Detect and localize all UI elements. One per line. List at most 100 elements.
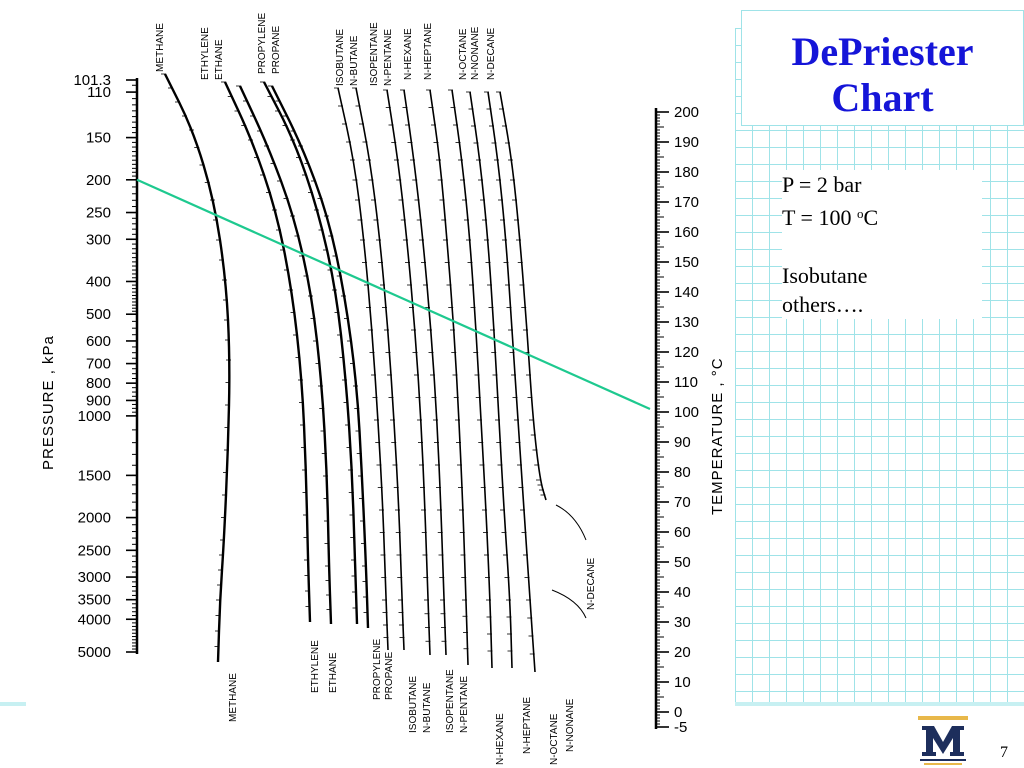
temperature-tick-label: 110 xyxy=(674,374,698,391)
component-label-bottom: ISOBUTANE xyxy=(408,676,419,733)
component-label-top: N-OCTANE xyxy=(458,28,469,80)
pressure-tick-label: 600 xyxy=(86,333,111,350)
temperature-tick-label: 190 xyxy=(674,134,699,151)
component-label-bottom: ETHANE xyxy=(328,652,339,693)
component-label-top: PROPYLENE xyxy=(257,13,268,74)
title-box: DePriester Chart xyxy=(741,10,1024,126)
pressure-tick-label: 4000 xyxy=(78,611,111,628)
decane-leader-line xyxy=(551,589,587,619)
pressure-tick-label: 400 xyxy=(86,273,111,290)
temperature-tick-label: 80 xyxy=(674,464,691,481)
temperature-tick-label: 140 xyxy=(674,284,699,301)
pressure-tick-label: 800 xyxy=(86,375,111,392)
k-value-curve xyxy=(223,81,312,623)
decane-leader-line xyxy=(555,504,587,541)
k-value-curve xyxy=(451,89,493,669)
pressure-tick-label: 200 xyxy=(86,172,111,189)
conditions-notes: P = 2 bar T = 100 oC Isobutane others…. xyxy=(782,170,982,319)
component-note: Isobutane xyxy=(782,263,868,288)
component-label-bottom: N-PENTANE xyxy=(459,676,470,733)
temperature-tick-label: 160 xyxy=(674,224,699,241)
pressure-tick-label: 101.3 xyxy=(73,72,111,89)
temperature-tick-label: -5 xyxy=(674,719,687,736)
k-value-curve xyxy=(403,89,447,656)
pressure-tick-label: 900 xyxy=(86,392,111,409)
pressure-tick-label: 500 xyxy=(86,306,111,323)
k-value-curve xyxy=(262,81,359,625)
operating-line xyxy=(136,178,651,411)
temperature-tick-label: 0 xyxy=(674,704,682,721)
temperature-tick-label: 100 xyxy=(674,404,699,421)
temperature-tick-label: 70 xyxy=(674,494,691,511)
component-label-bottom: N-OCTANE xyxy=(549,713,560,765)
temperature-tick-label: 170 xyxy=(674,194,699,211)
temperature-tick-label: 200 xyxy=(674,104,699,121)
background-grid xyxy=(735,28,1024,703)
k-value-curve xyxy=(386,89,431,656)
component-label-top: ETHYLENE xyxy=(200,27,211,80)
component-label-bottom: METHANE xyxy=(228,673,239,722)
component-label-top: ISOBUTANE xyxy=(335,29,346,86)
temperature-axis-title: TEMPERATURE , °C xyxy=(709,357,726,515)
temperature-tick-label: 180 xyxy=(674,164,699,181)
pressure-tick-label: 5000 xyxy=(78,644,111,661)
component-label-bottom: N-HEPTANE xyxy=(522,697,533,754)
pressure-tick-label: 3000 xyxy=(78,569,111,586)
k-value-curve xyxy=(429,89,469,666)
temperature-note: T = 100 oC xyxy=(782,205,879,230)
depriester-nomograph: 101.311015020025030040050060070080090010… xyxy=(40,13,726,765)
component-label-bottom: ISOPENTANE xyxy=(445,669,456,733)
component-label-top: N-HEPTANE xyxy=(423,23,434,80)
pressure-tick-label: 110 xyxy=(87,84,111,101)
university-logo xyxy=(918,716,968,765)
pressure-note: P = 2 bar xyxy=(782,172,862,197)
decane-side-label: N-DECANE xyxy=(586,557,597,610)
pressure-tick-label: 250 xyxy=(86,205,111,222)
k-value-curve xyxy=(487,91,536,673)
pressure-tick-label: 2500 xyxy=(78,542,111,559)
component-label-bottom: ETHYLENE xyxy=(310,640,321,693)
k-value-curve xyxy=(238,85,333,625)
page-number: 7 xyxy=(1000,744,1008,761)
component-label-top: N-BUTANE xyxy=(349,35,360,86)
temperature-tick-label: 120 xyxy=(674,344,699,361)
pressure-tick-label: 1500 xyxy=(78,467,111,484)
temperature-tick-label: 40 xyxy=(674,584,691,601)
component-label-top: METHANE xyxy=(155,23,166,72)
component-label-bottom: N-BUTANE xyxy=(422,682,433,733)
pressure-tick-label: 1000 xyxy=(78,408,111,425)
title-line-2: Chart xyxy=(831,75,934,120)
title-line-1: DePriester xyxy=(791,29,974,74)
temperature-tick-label: 30 xyxy=(674,614,691,631)
pressure-tick-label: 150 xyxy=(86,130,111,147)
pressure-tick-label: 3500 xyxy=(78,592,111,609)
pressure-tick-label: 700 xyxy=(86,356,111,373)
component-label-top: ETHANE xyxy=(214,39,225,80)
k-value-curve xyxy=(499,91,547,501)
component-label-bottom: PROPANE xyxy=(384,652,395,700)
others-note: others…. xyxy=(782,292,864,317)
pressure-tick-label: 300 xyxy=(86,231,111,248)
component-label-top: N-NONANE xyxy=(470,26,481,80)
k-value-curve xyxy=(469,91,513,669)
pressure-axis-title: PRESSURE , kPa xyxy=(40,335,57,470)
footer-rule-left xyxy=(0,702,26,706)
component-label-top: ISOPENTANE xyxy=(369,22,380,86)
component-label-bottom: N-NONANE xyxy=(565,698,576,752)
pressure-tick-label: 2000 xyxy=(78,510,111,527)
component-label-top: PROPANE xyxy=(271,26,282,74)
temperature-tick-label: 60 xyxy=(674,524,691,541)
temperature-tick-label: 90 xyxy=(674,434,691,451)
component-label-top: N-DECANE xyxy=(486,27,497,80)
component-label-bottom: N-HEXANE xyxy=(495,713,506,765)
component-label-top: N-HEXANE xyxy=(403,28,414,80)
temperature-tick-label: 130 xyxy=(674,314,699,331)
component-label-top: N-PENTANE xyxy=(383,29,394,86)
temperature-tick-label: 20 xyxy=(674,644,691,661)
temperature-tick-label: 50 xyxy=(674,554,691,571)
temperature-tick-label: 150 xyxy=(674,254,699,271)
temperature-tick-label: 10 xyxy=(674,674,691,691)
component-label-bottom: PROPYLENE xyxy=(372,639,383,700)
footer-rule-right xyxy=(735,702,1024,706)
k-value-curve xyxy=(163,73,231,663)
